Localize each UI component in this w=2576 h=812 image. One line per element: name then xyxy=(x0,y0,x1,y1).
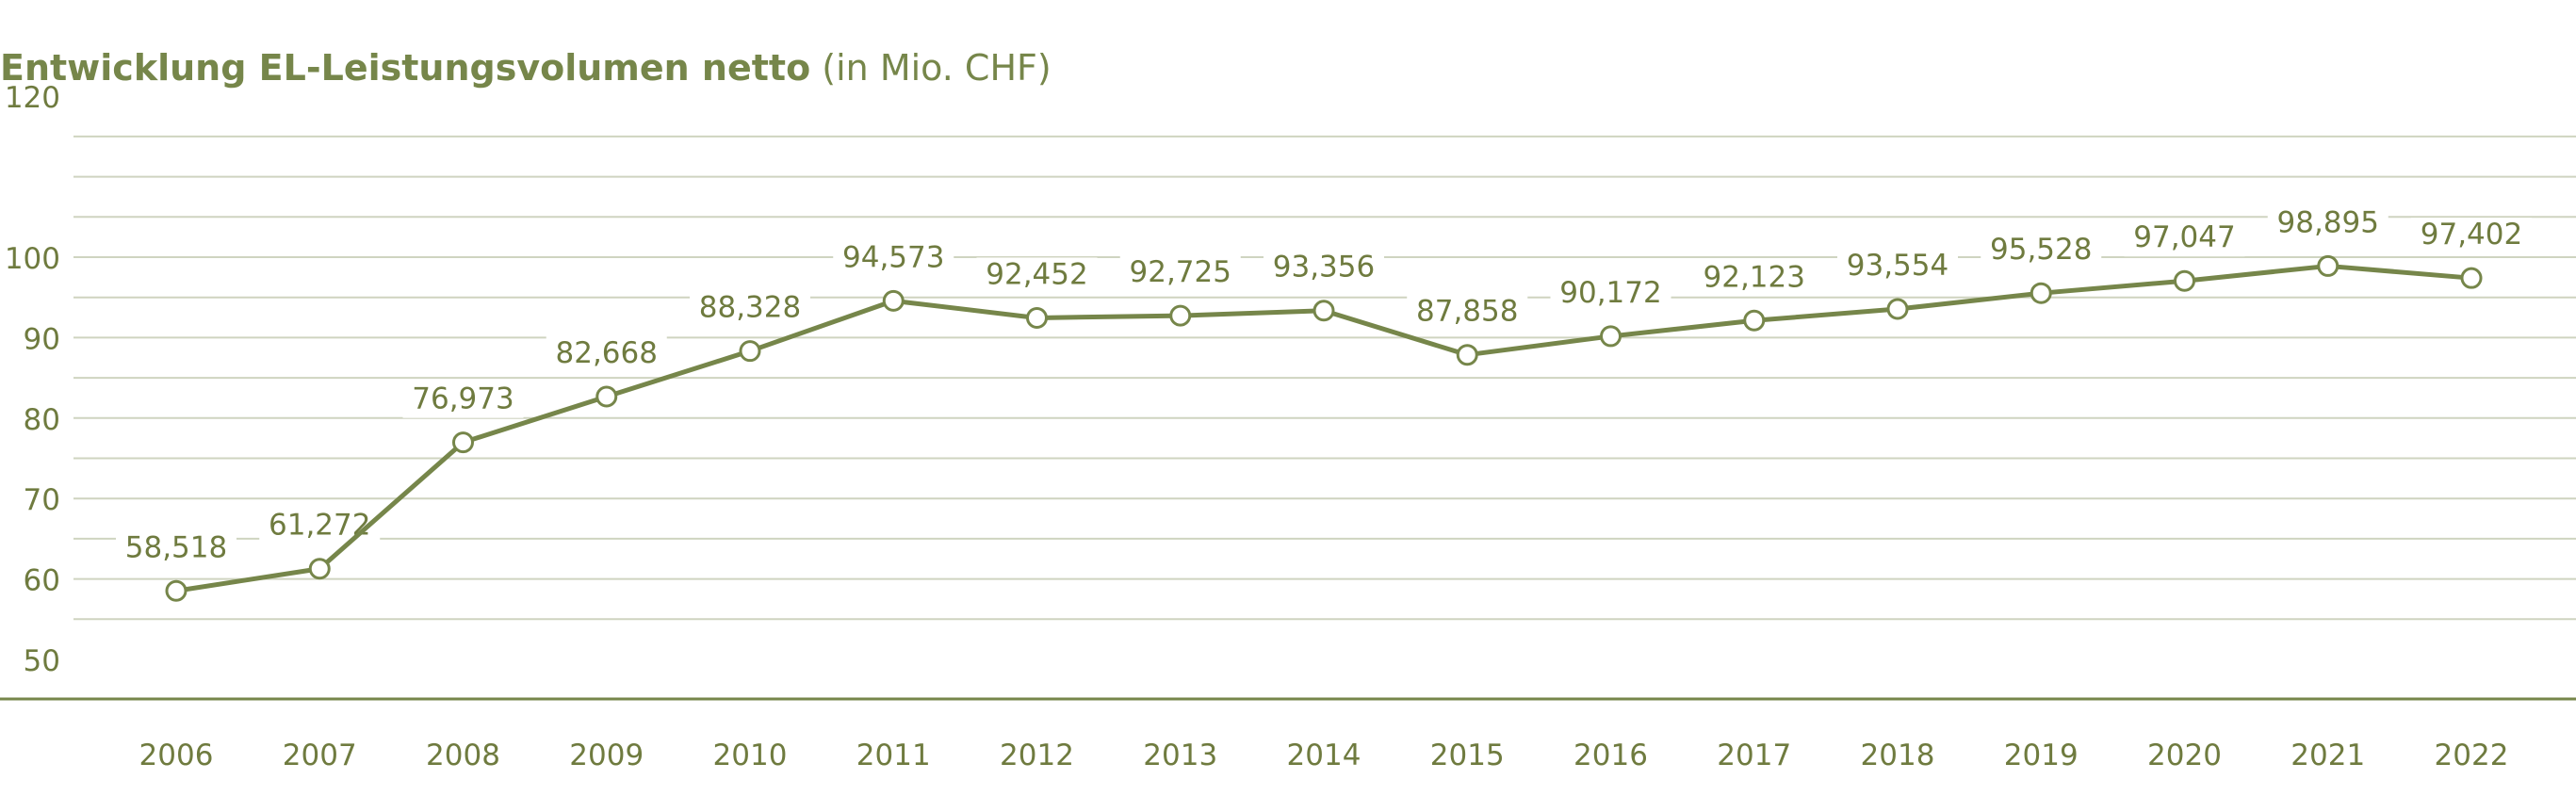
data-label: 92,725 xyxy=(1130,255,1231,289)
data-point xyxy=(739,340,761,363)
data-point xyxy=(452,431,474,454)
chart-title-main: Entwicklung EL-Leistungsvolumen netto xyxy=(0,47,811,89)
x-axis-ticks: 2006 2007 2008 2009 2010 2011 2012 2013 2014 2015… xyxy=(139,739,2509,772)
x-tick-label: 2021 xyxy=(2291,739,2365,772)
data-label: 58,518 xyxy=(125,530,227,564)
data-point xyxy=(882,289,905,312)
data-point xyxy=(1600,325,1622,348)
x-tick-label: 2009 xyxy=(569,739,644,772)
data-label-backing xyxy=(116,530,236,567)
data-point xyxy=(308,558,331,580)
data-label-backing xyxy=(1119,255,1241,292)
data-point xyxy=(1743,309,1766,332)
data-point xyxy=(595,385,618,408)
data-label: 92,452 xyxy=(986,257,1087,291)
data-point xyxy=(2030,282,2052,304)
data-point xyxy=(1169,304,1192,327)
data-label-backing xyxy=(2411,218,2532,254)
data-label-backing xyxy=(259,508,381,544)
x-tick-label: 2017 xyxy=(1717,739,1791,772)
data-label-backing xyxy=(2267,205,2389,242)
chart-title: Entwicklung EL-Leistungsvolumen netto (i… xyxy=(0,47,1052,89)
data-label-backing xyxy=(833,240,954,277)
data-point xyxy=(1456,344,1478,366)
x-tick-label: 2008 xyxy=(426,739,500,772)
y-tick-label: 100 xyxy=(5,242,60,276)
data-point xyxy=(1886,298,1909,320)
data-point xyxy=(1312,300,1335,322)
x-tick-label: 2007 xyxy=(283,739,357,772)
x-tick-label: 2006 xyxy=(139,739,214,772)
chart-title-unit: (in Mio. CHF) xyxy=(822,47,1052,89)
x-tick-label: 2011 xyxy=(856,739,931,772)
x-tick-label: 2018 xyxy=(1861,739,1935,772)
x-tick-label: 2012 xyxy=(1000,739,1074,772)
y-tick-label: 70 xyxy=(24,483,60,517)
data-label-backing xyxy=(402,382,524,418)
x-tick-label: 2020 xyxy=(2147,739,2222,772)
y-tick-label: 120 xyxy=(5,81,60,115)
x-tick-label: 2010 xyxy=(713,739,788,772)
data-label-backing xyxy=(1981,233,2102,269)
data-label-backing xyxy=(1550,275,1671,312)
data-label: 93,356 xyxy=(1273,251,1375,284)
data-label: 94,573 xyxy=(842,240,944,274)
y-axis-ticks: 50 60 70 80 90 100 120 xyxy=(5,81,60,678)
data-label: 82,668 xyxy=(556,336,658,370)
y-tick-label: 80 xyxy=(24,403,60,437)
data-point xyxy=(1026,306,1048,329)
data-label: 97,047 xyxy=(2133,220,2235,254)
data-label: 97,402 xyxy=(2421,218,2522,252)
data-label-backing xyxy=(546,336,667,373)
data-label-backing xyxy=(1693,260,1815,297)
y-tick-label: 90 xyxy=(24,322,60,356)
data-label-backing xyxy=(1407,294,1528,331)
data-label: 98,895 xyxy=(2277,205,2379,239)
data-label: 87,858 xyxy=(1416,295,1518,329)
data-point xyxy=(2174,269,2195,292)
x-tick-label: 2019 xyxy=(2004,739,2079,772)
data-labels: 58,51861,27276,97382,66888,32894,57392,4… xyxy=(116,205,2532,567)
data-label-backing xyxy=(1264,250,1384,286)
data-label: 93,554 xyxy=(1847,249,1948,283)
data-point xyxy=(165,579,187,602)
x-tick-label: 2016 xyxy=(1573,739,1648,772)
data-point xyxy=(2317,254,2340,277)
gridlines xyxy=(73,135,2576,621)
data-label: 76,973 xyxy=(412,382,514,416)
x-tick-label: 2022 xyxy=(2435,739,2509,772)
data-label-backing xyxy=(690,290,810,327)
data-label: 88,328 xyxy=(699,291,801,325)
x-tick-label: 2014 xyxy=(1287,739,1361,772)
data-point xyxy=(2460,267,2483,289)
x-tick-label: 2013 xyxy=(1143,739,1217,772)
data-points xyxy=(165,254,2483,602)
data-label: 95,528 xyxy=(1990,233,2092,267)
y-tick-label: 60 xyxy=(24,564,60,598)
data-label-backing xyxy=(2124,220,2245,257)
x-tick-label: 2015 xyxy=(1430,739,1505,772)
data-label-backing xyxy=(1837,249,1958,285)
y-tick-label: 50 xyxy=(24,644,60,678)
data-label: 92,123 xyxy=(1704,260,1805,294)
data-label: 90,172 xyxy=(1559,276,1661,310)
data-label-backing xyxy=(976,257,1098,294)
